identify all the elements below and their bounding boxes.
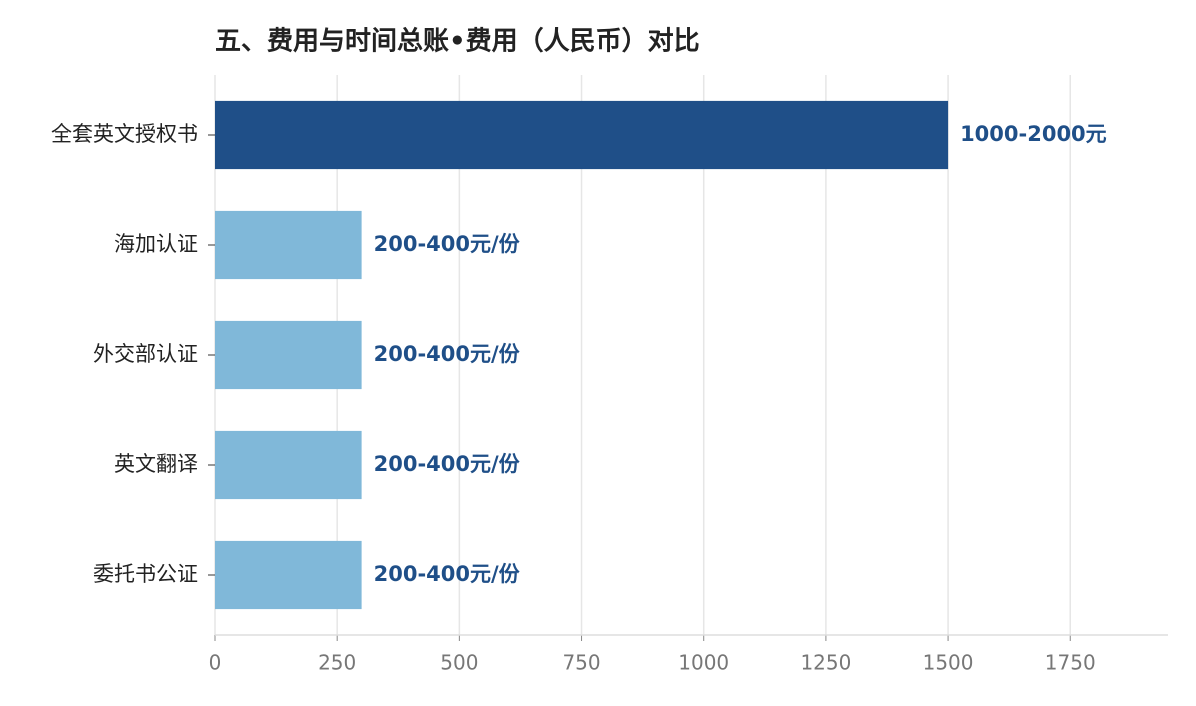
y-tick-label: 全套英文授权书 (51, 122, 198, 146)
y-tick-label: 外交部认证 (93, 342, 198, 366)
x-tick-label: 1750 (1045, 651, 1096, 675)
y-tick-label: 海加认证 (114, 232, 198, 256)
value-label: 200-400元/份 (374, 232, 521, 256)
x-tick-label: 1250 (800, 651, 851, 675)
x-tick-label: 1500 (923, 651, 974, 675)
value-label: 200-400元/份 (374, 342, 521, 366)
bar (215, 430, 362, 500)
y-tick-label: 委托书公证 (93, 562, 198, 586)
x-tick-label: 500 (440, 651, 478, 675)
chart-title: 五、费用与时间总账•费用（人民币）对比 (215, 27, 700, 57)
x-tick-label: 1000 (678, 651, 729, 675)
y-tick-label: 英文翻译 (114, 452, 198, 476)
bar (215, 540, 362, 610)
bar (215, 320, 362, 390)
bar (215, 100, 949, 170)
value-label: 200-400元/份 (374, 452, 521, 476)
value-label: 1000-2000元 (960, 122, 1107, 146)
x-tick-label: 250 (318, 651, 356, 675)
x-tick-label: 0 (209, 651, 222, 675)
bar (215, 210, 362, 280)
value-label: 200-400元/份 (374, 562, 521, 586)
x-tick-label: 750 (562, 651, 600, 675)
